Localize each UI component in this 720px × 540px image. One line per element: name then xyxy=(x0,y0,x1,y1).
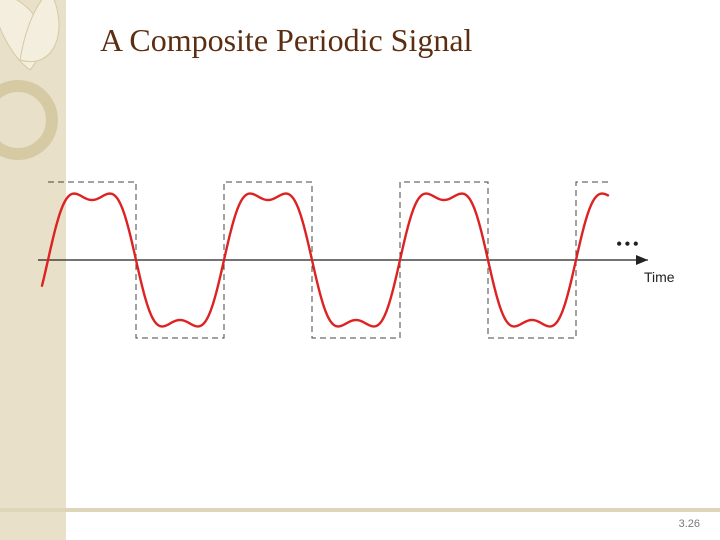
page-title: A Composite Periodic Signal xyxy=(100,22,472,59)
time-axis-arrowhead xyxy=(636,255,648,265)
signal-chart: ••• Time xyxy=(38,130,698,390)
time-axis-label: Time xyxy=(644,269,675,285)
ellipsis: ••• xyxy=(616,234,641,254)
bottom-stripe xyxy=(0,508,720,512)
page-number: 3.26 xyxy=(679,518,700,530)
